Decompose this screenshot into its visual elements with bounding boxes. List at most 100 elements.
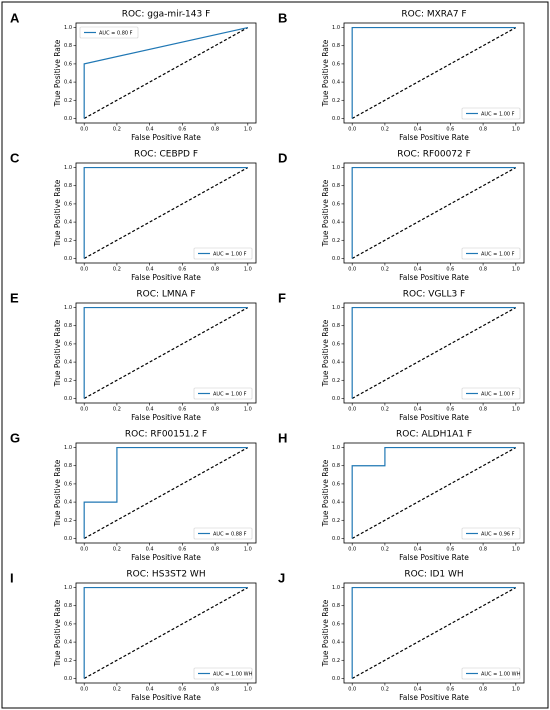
x-tick-label: 0.0 xyxy=(348,407,356,413)
x-tick-label: 0.4 xyxy=(414,547,422,553)
y-tick-label: 0.4 xyxy=(332,500,340,506)
y-tick-label: 0.8 xyxy=(64,603,72,609)
y-tick-label: 0.2 xyxy=(64,518,72,524)
x-tick-label: 0.0 xyxy=(348,687,356,693)
panel-letter: F xyxy=(278,290,286,305)
panel-letter: J xyxy=(278,570,285,585)
x-axis-label: False Positive Rate xyxy=(399,413,469,422)
y-tick-label: 0.4 xyxy=(64,360,72,366)
y-tick-label: 0.6 xyxy=(332,481,340,487)
x-axis-label: False Positive Rate xyxy=(131,553,201,562)
panel-letter: B xyxy=(278,10,287,25)
legend-box xyxy=(461,667,521,680)
chart-title: ROC: gga-mir-143 F xyxy=(122,10,211,20)
y-tick-label: 1.0 xyxy=(332,585,340,591)
y-axis-label: True Positive Rate xyxy=(321,179,330,247)
x-tick-label: 0.2 xyxy=(113,407,121,413)
y-axis-label: True Positive Rate xyxy=(53,39,62,107)
x-tick-label: 0.2 xyxy=(381,127,389,133)
y-tick-label: 0.6 xyxy=(64,481,72,487)
y-tick-label: 0.0 xyxy=(332,536,340,542)
x-tick-label: 0.6 xyxy=(446,407,454,413)
y-axis-label: True Positive Rate xyxy=(321,459,330,527)
legend-box xyxy=(461,527,521,540)
y-axis-label: True Positive Rate xyxy=(53,599,62,667)
legend-label: AUC = 1.00 F xyxy=(481,112,515,118)
reference-line xyxy=(351,307,517,399)
legend-label: AUC = 1.00 F xyxy=(481,252,515,258)
roc-curve xyxy=(83,166,248,259)
panel-letter: H xyxy=(278,430,287,445)
y-tick-label: 0.6 xyxy=(64,201,72,207)
y-axis-label: True Positive Rate xyxy=(321,319,330,387)
x-tick-label: 1.0 xyxy=(512,407,520,413)
x-tick-label: 0.2 xyxy=(381,687,389,693)
x-tick-label: 0.0 xyxy=(80,127,88,133)
x-tick-label: 0.8 xyxy=(479,407,487,413)
y-tick-label: 1.0 xyxy=(64,305,72,311)
legend-label: AUC = 1.00 WH xyxy=(481,672,521,678)
legend-box xyxy=(461,387,521,400)
x-tick-label: 0.8 xyxy=(479,127,487,133)
roc-curve xyxy=(351,306,516,399)
y-tick-label: 0.2 xyxy=(64,658,72,664)
y-tick-label: 1.0 xyxy=(332,25,340,31)
roc-curve xyxy=(351,26,516,119)
y-tick-label: 0.8 xyxy=(332,183,340,189)
x-tick-label: 0.4 xyxy=(146,687,154,693)
roc-curve xyxy=(351,586,516,679)
chart-title: ROC: RF00151.2 F xyxy=(125,430,207,440)
y-tick-label: 0.0 xyxy=(332,256,340,262)
chart-title: ROC: VGLL3 F xyxy=(403,290,465,300)
x-tick-label: 0.0 xyxy=(80,267,88,273)
legend-label: AUC = 1.00 WH xyxy=(213,672,253,678)
roc-curve xyxy=(83,586,248,679)
x-axis-label: False Positive Rate xyxy=(131,693,201,702)
x-tick-label: 0.4 xyxy=(414,127,422,133)
reference-line xyxy=(351,27,517,119)
y-axis-label: True Positive Rate xyxy=(53,459,62,527)
panel-letter: G xyxy=(10,430,20,445)
y-tick-label: 0.4 xyxy=(64,80,72,86)
panel-letter: I xyxy=(10,570,14,585)
legend-box xyxy=(193,527,253,540)
y-tick-label: 0.6 xyxy=(64,341,72,347)
y-tick-label: 1.0 xyxy=(332,165,340,171)
x-tick-label: 1.0 xyxy=(512,127,520,133)
y-tick-label: 0.8 xyxy=(64,43,72,49)
roc-curve xyxy=(83,26,248,119)
x-axis-label: False Positive Rate xyxy=(131,133,201,142)
x-tick-label: 1.0 xyxy=(512,547,520,553)
y-tick-label: 0.8 xyxy=(332,463,340,469)
chart-title: ROC: ALDH1A1 F xyxy=(396,430,472,440)
y-tick-label: 0.6 xyxy=(64,61,72,67)
reference-line xyxy=(83,447,249,539)
x-tick-label: 0.4 xyxy=(146,407,154,413)
y-tick-label: 0.8 xyxy=(64,323,72,329)
reference-line xyxy=(83,167,249,259)
x-tick-label: 0.8 xyxy=(211,127,219,133)
x-tick-label: 0.2 xyxy=(381,407,389,413)
chart-title: ROC: ID1 WH xyxy=(404,570,463,580)
y-tick-label: 0.2 xyxy=(332,238,340,244)
chart-title: ROC: HS3ST2 WH xyxy=(126,570,205,580)
x-tick-label: 0.2 xyxy=(113,547,121,553)
x-tick-label: 0.0 xyxy=(80,687,88,693)
x-tick-label: 0.6 xyxy=(446,267,454,273)
x-tick-label: 0.8 xyxy=(211,547,219,553)
x-tick-label: 0.2 xyxy=(113,267,121,273)
y-tick-label: 0.6 xyxy=(332,201,340,207)
y-tick-label: 0.4 xyxy=(64,640,72,646)
y-tick-label: 0.0 xyxy=(64,676,72,682)
y-tick-label: 1.0 xyxy=(64,165,72,171)
x-tick-label: 0.4 xyxy=(146,127,154,133)
x-tick-label: 1.0 xyxy=(244,127,252,133)
legend-label: AUC = 0.96 F xyxy=(481,532,515,538)
reference-line xyxy=(351,587,517,679)
y-tick-label: 0.8 xyxy=(332,323,340,329)
x-tick-label: 0.0 xyxy=(348,127,356,133)
x-tick-label: 0.0 xyxy=(348,267,356,273)
x-tick-label: 0.6 xyxy=(446,127,454,133)
